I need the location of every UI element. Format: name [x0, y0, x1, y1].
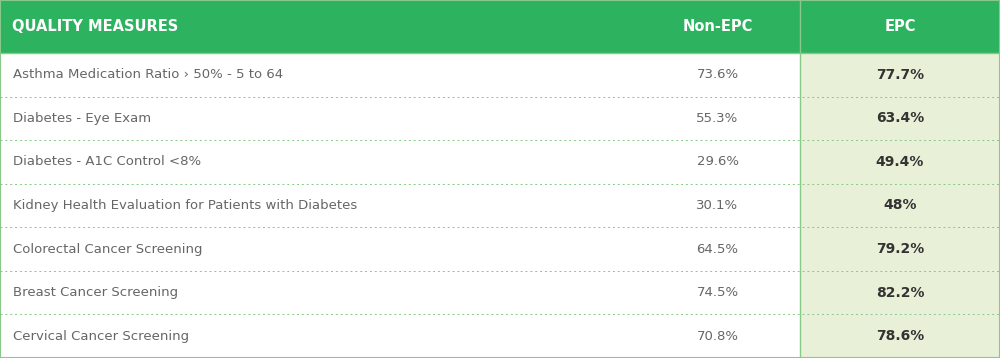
- Bar: [0, 314, 800, 358]
- Text: Breast Cancer Screening: Breast Cancer Screening: [13, 286, 178, 299]
- Text: 64.5%: 64.5%: [696, 243, 738, 256]
- Bar: [800, 271, 1000, 314]
- Bar: [800, 53, 1000, 97]
- Text: Colorectal Cancer Screening: Colorectal Cancer Screening: [13, 243, 202, 256]
- Bar: [0, 184, 800, 227]
- Text: 73.6%: 73.6%: [696, 68, 739, 81]
- Bar: [0, 227, 800, 271]
- Text: 74.5%: 74.5%: [696, 286, 739, 299]
- Bar: [800, 140, 1000, 184]
- Bar: [0, 53, 800, 97]
- Text: Kidney Health Evaluation for Patients with Diabetes: Kidney Health Evaluation for Patients wi…: [13, 199, 357, 212]
- Bar: [0, 271, 800, 314]
- Text: 79.2%: 79.2%: [876, 242, 924, 256]
- Text: 49.4%: 49.4%: [876, 155, 924, 169]
- Text: 55.3%: 55.3%: [696, 112, 739, 125]
- Text: Non-EPC: Non-EPC: [682, 19, 753, 34]
- Bar: [800, 314, 1000, 358]
- Bar: [800, 184, 1000, 227]
- Text: 30.1%: 30.1%: [696, 199, 739, 212]
- Text: Diabetes - A1C Control <8%: Diabetes - A1C Control <8%: [13, 155, 201, 168]
- Text: Diabetes - Eye Exam: Diabetes - Eye Exam: [13, 112, 151, 125]
- Text: QUALITY MEASURES: QUALITY MEASURES: [12, 19, 178, 34]
- Text: 82.2%: 82.2%: [876, 286, 924, 300]
- Text: 48%: 48%: [883, 198, 917, 213]
- Bar: [800, 227, 1000, 271]
- Bar: [0, 97, 800, 140]
- Bar: [0, 0, 1000, 53]
- Bar: [0, 140, 800, 184]
- Text: 70.8%: 70.8%: [696, 330, 738, 343]
- Text: 63.4%: 63.4%: [876, 111, 924, 125]
- Text: 29.6%: 29.6%: [696, 155, 738, 168]
- Text: 78.6%: 78.6%: [876, 329, 924, 343]
- Text: Cervical Cancer Screening: Cervical Cancer Screening: [13, 330, 189, 343]
- Text: Asthma Medication Ratio › 50% - 5 to 64: Asthma Medication Ratio › 50% - 5 to 64: [13, 68, 283, 81]
- Text: 77.7%: 77.7%: [876, 68, 924, 82]
- Text: EPC: EPC: [884, 19, 916, 34]
- Bar: [800, 97, 1000, 140]
